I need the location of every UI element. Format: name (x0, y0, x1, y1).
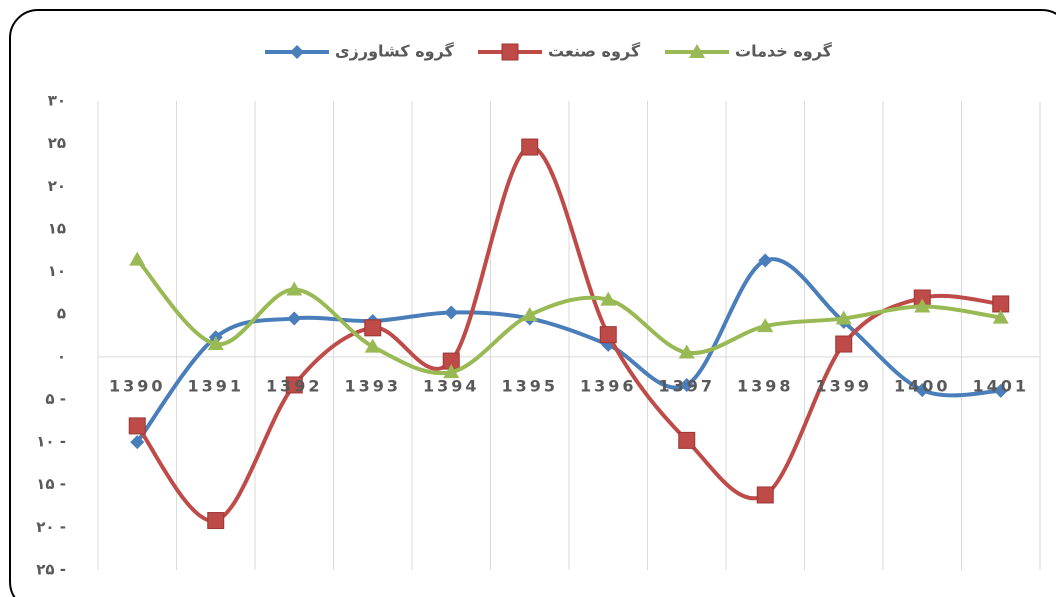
marker (756, 486, 774, 504)
marker (835, 335, 853, 353)
x-tick-label: 1390 (109, 376, 166, 395)
marker (207, 512, 225, 530)
series-line (135, 257, 1001, 444)
marker (835, 310, 852, 325)
marker (600, 291, 617, 306)
y-tick-label: ۵ - (45, 390, 66, 408)
marker (678, 431, 696, 449)
marker (128, 417, 146, 435)
legend-label: گروه کشاورزی (335, 42, 455, 61)
marker (993, 383, 1008, 398)
y-tick-label: ۲۵ - (36, 561, 66, 579)
x-tick-label: 1397 (658, 376, 715, 395)
legend-item: گروه خدمات (665, 42, 833, 61)
marker (130, 435, 145, 450)
x-tick-label: 1396 (580, 376, 637, 395)
y-tick-label: ۱۵ - (36, 475, 66, 493)
y-tick-label: ۱۰ (48, 262, 66, 280)
marker (992, 309, 1009, 324)
x-tick-label: 1400 (894, 376, 951, 395)
x-tick-label: 1391 (187, 376, 244, 395)
marker (287, 311, 302, 326)
marker (364, 319, 382, 337)
legend-item: گروه کشاورزی (265, 42, 455, 61)
marker (521, 307, 538, 322)
marker (286, 281, 303, 296)
marker (129, 251, 146, 266)
y-tick-label: ۵ (57, 305, 66, 323)
legend-label: گروه خدمات (735, 42, 833, 61)
marker (689, 44, 705, 58)
x-tick-label: 1399 (815, 376, 872, 395)
marker (599, 326, 617, 344)
x-tick-label: 1395 (501, 376, 558, 395)
marker (290, 45, 304, 59)
x-tick-label: 1393 (344, 376, 401, 395)
legend-item: گروه صنعت (478, 42, 641, 61)
marker (915, 383, 930, 398)
legend-label: گروه صنعت (548, 42, 641, 61)
marker (758, 253, 773, 268)
y-tick-label: ۲۰ (48, 177, 66, 195)
series-line (135, 145, 1001, 523)
y-tick-label: ۱۵ (48, 219, 66, 237)
y-tick-label: ۲۰ - (36, 518, 66, 536)
x-tick-label: 1398 (737, 376, 794, 395)
y-tick-label: ۰ (57, 347, 66, 365)
marker (364, 338, 381, 353)
marker (757, 318, 774, 333)
marker (285, 376, 303, 394)
marker (207, 336, 224, 351)
marker (914, 298, 931, 313)
x-tick-label: 1392 (266, 376, 323, 395)
marker (992, 295, 1010, 313)
marker (678, 344, 695, 359)
y-tick-label: ۱۰ - (36, 433, 66, 451)
marker (501, 43, 519, 61)
marker (443, 364, 460, 379)
y-tick-label: ۲۵ (48, 134, 66, 152)
x-tick-label: 1394 (423, 376, 480, 395)
y-tick-label: ۳۰ (48, 92, 66, 110)
marker (521, 138, 539, 156)
marker (679, 377, 694, 392)
marker (444, 305, 459, 320)
x-tick-label: 1401 (972, 376, 1029, 395)
